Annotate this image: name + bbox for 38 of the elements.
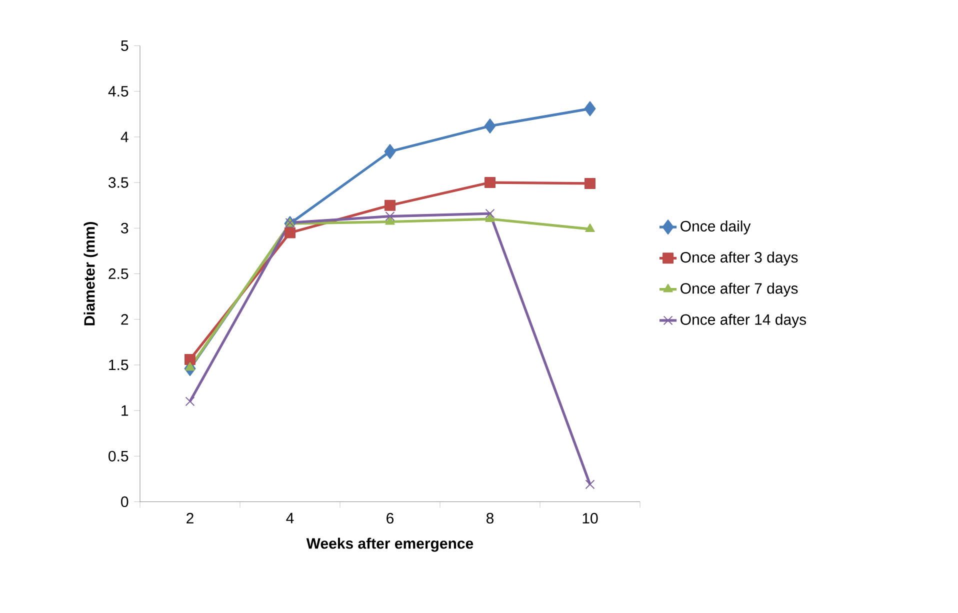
point (185, 362, 195, 371)
y-tick-label: 4 (120, 132, 128, 142)
y-tick-label: 0.5 (108, 450, 128, 462)
point (585, 480, 595, 490)
legend-label: Once after 7 days (680, 282, 798, 297)
point (485, 214, 495, 222)
point (585, 224, 595, 232)
x-tick-label: 6 (386, 512, 394, 524)
point (584, 178, 596, 189)
point (385, 212, 395, 222)
point (384, 144, 396, 160)
legend-label: Once daily (680, 220, 751, 234)
x-tick-label: 8 (486, 512, 494, 524)
y-tick-label: 3 (121, 222, 128, 234)
x-tick-label: 10 (582, 512, 598, 524)
point (384, 200, 396, 211)
y-tick-label: 1.5 (109, 360, 128, 370)
point (584, 101, 596, 116)
legend-label: Once after 3 days (680, 252, 798, 266)
y-tick-label: 3.5 (108, 177, 128, 188)
point (184, 354, 196, 365)
point (484, 177, 496, 188)
x-tick-label: 4 (286, 512, 294, 524)
point (284, 227, 296, 238)
point (185, 396, 195, 406)
y-tick-label: 1 (122, 405, 128, 416)
point (484, 118, 496, 134)
y-tick-label: 2 (121, 314, 128, 325)
legend-label: Once after 14 days (680, 314, 806, 328)
y-tick-label: 2.5 (108, 268, 128, 280)
x-axis-title: Weeks after emergence (306, 538, 474, 552)
y-tick-label: 4.5 (108, 86, 128, 97)
point (485, 208, 495, 218)
y-tick-label: 0 (121, 496, 128, 508)
x-tick-label: 2 (186, 512, 194, 524)
point (385, 216, 395, 225)
y-tick-label: 5 (121, 40, 128, 51)
y-axis-title: Diameter (mm) (84, 222, 98, 326)
